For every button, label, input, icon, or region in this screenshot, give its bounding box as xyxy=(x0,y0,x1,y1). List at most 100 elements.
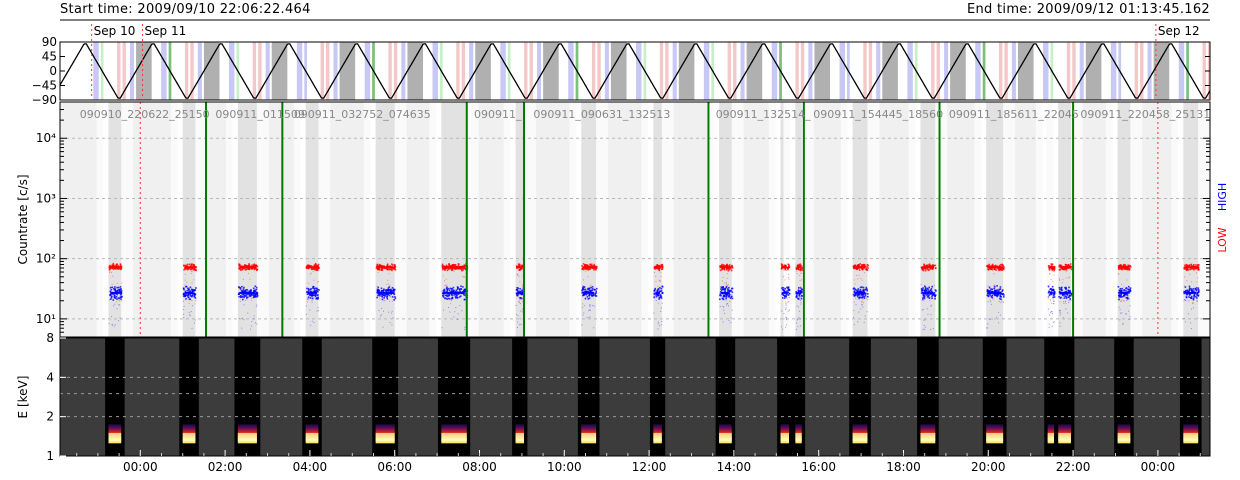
data-point xyxy=(923,263,925,266)
data-point xyxy=(930,305,932,307)
data-point xyxy=(591,289,593,292)
data-point xyxy=(254,293,257,296)
data-point xyxy=(797,268,800,271)
saa-band xyxy=(950,42,966,100)
data-point xyxy=(519,264,521,267)
data-point xyxy=(519,281,521,283)
data-point xyxy=(386,263,389,266)
data-point xyxy=(253,289,256,292)
data-point xyxy=(1120,294,1123,297)
saa-band xyxy=(1043,42,1049,100)
data-point xyxy=(660,266,662,268)
data-point xyxy=(920,292,923,294)
data-point xyxy=(516,267,518,269)
data-point xyxy=(923,319,925,321)
data-point xyxy=(184,294,187,296)
data-point xyxy=(517,294,519,297)
data-point xyxy=(249,278,251,280)
data-point xyxy=(243,293,245,295)
data-point xyxy=(1119,319,1121,321)
data-point xyxy=(853,279,855,281)
data-point xyxy=(184,299,186,301)
data-point xyxy=(723,267,725,270)
data-point xyxy=(311,298,313,300)
data-point xyxy=(308,265,310,267)
data-point xyxy=(729,293,731,296)
saa-band xyxy=(604,42,609,100)
data-point xyxy=(1124,293,1127,296)
data-point xyxy=(388,273,390,275)
data-point xyxy=(253,296,255,298)
data-point xyxy=(117,286,120,289)
saa-band xyxy=(597,42,601,100)
x-tick-label: 16:00 xyxy=(801,460,836,474)
data-point xyxy=(1119,267,1121,270)
data-point xyxy=(799,263,802,266)
data-point xyxy=(1120,300,1122,302)
data-point xyxy=(583,305,585,307)
data-point xyxy=(1183,300,1185,302)
data-point xyxy=(725,299,727,301)
data-point xyxy=(1001,296,1003,298)
saa-band xyxy=(326,42,330,100)
data-point xyxy=(459,267,462,270)
data-point xyxy=(1058,295,1060,298)
data-point xyxy=(991,290,994,293)
data-point xyxy=(116,263,119,266)
data-point xyxy=(1059,322,1061,324)
data-point xyxy=(522,308,524,310)
data-point xyxy=(445,284,447,286)
data-point xyxy=(1047,296,1049,298)
data-point xyxy=(786,298,788,300)
data-point xyxy=(1118,273,1120,275)
data-point xyxy=(310,288,312,290)
data-point xyxy=(591,288,594,290)
data-point xyxy=(115,268,117,270)
data-point xyxy=(999,297,1001,300)
data-point xyxy=(387,293,390,296)
data-point xyxy=(1051,269,1053,271)
data-point xyxy=(595,287,598,290)
data-point xyxy=(254,266,256,269)
data-point xyxy=(1059,314,1061,316)
data-point xyxy=(390,290,392,292)
data-point xyxy=(653,266,656,269)
data-point xyxy=(853,267,855,270)
data-point xyxy=(594,295,597,297)
data-point xyxy=(1048,269,1051,271)
data-point xyxy=(309,309,311,311)
data-point xyxy=(242,267,245,270)
spectrum-peak xyxy=(719,432,732,442)
data-point xyxy=(1119,298,1121,300)
data-point xyxy=(788,266,791,268)
data-point xyxy=(933,293,936,296)
data-point xyxy=(193,293,195,295)
window-gap xyxy=(177,102,183,337)
data-point xyxy=(799,274,801,276)
data-point xyxy=(1191,308,1193,310)
data-point xyxy=(119,266,122,269)
data-point xyxy=(376,291,379,294)
data-point xyxy=(314,294,317,296)
data-point xyxy=(783,276,785,278)
data-point xyxy=(1189,289,1191,291)
window-gap xyxy=(1178,102,1184,337)
data-point xyxy=(1118,292,1120,294)
spectrogram-panel xyxy=(60,338,1210,456)
data-point xyxy=(375,265,378,268)
data-point xyxy=(657,264,660,267)
data-point xyxy=(253,265,256,267)
data-point xyxy=(800,297,803,300)
data-point xyxy=(183,309,185,311)
spectrum-column xyxy=(791,338,806,456)
data-point xyxy=(852,266,855,269)
data-point xyxy=(385,293,387,296)
data-point xyxy=(310,290,313,293)
data-point xyxy=(1185,293,1188,296)
data-point xyxy=(1126,294,1129,296)
data-point xyxy=(521,266,524,269)
y-tick-label: −45 xyxy=(32,79,57,93)
data-point xyxy=(995,269,997,271)
data-point xyxy=(388,311,390,313)
data-point xyxy=(517,287,520,290)
